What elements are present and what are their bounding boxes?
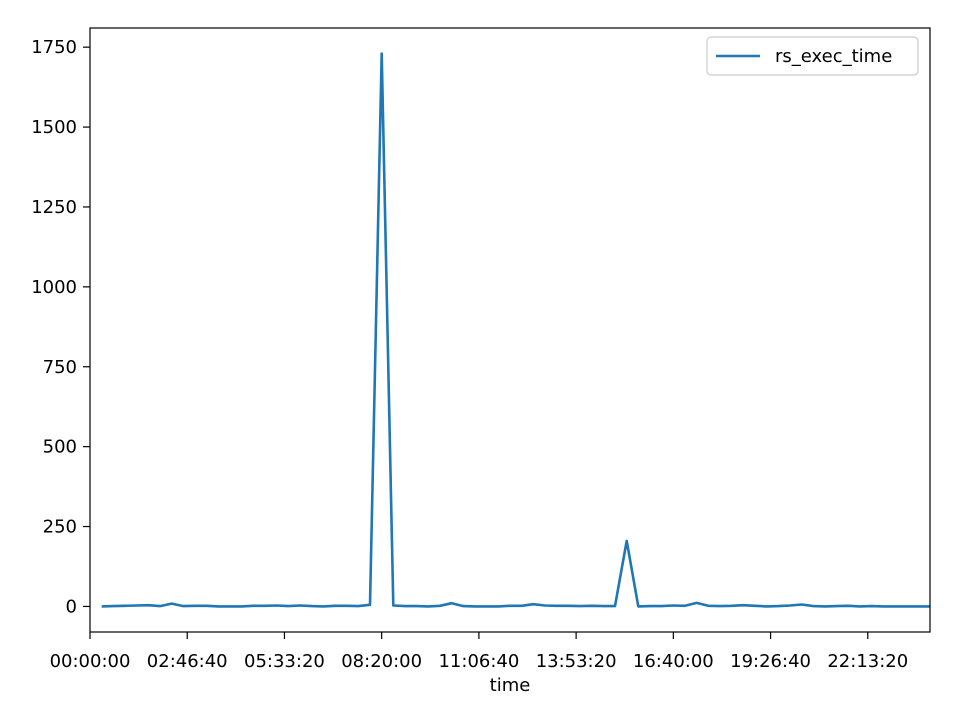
legend: rs_exec_time: [706, 36, 919, 76]
x-tick-label: 16:40:00: [633, 651, 714, 672]
x-tick-label: 05:33:20: [244, 651, 325, 672]
y-tick-label: 0: [66, 596, 77, 617]
x-tick-label: 13:53:20: [536, 651, 617, 672]
y-axis: 0 250 500 750 1000 1250 1500 1750: [31, 37, 90, 617]
legend-box: [706, 36, 919, 76]
y-tick-label: 500: [43, 437, 77, 458]
y-tick-label: 1750: [31, 37, 77, 58]
y-tick-label: 1250: [31, 197, 77, 218]
x-axis-label: time: [490, 675, 531, 696]
x-tick-label: 08:20:00: [341, 651, 422, 672]
y-tick-label: 750: [43, 357, 77, 378]
x-tick-label: 00:00:00: [50, 651, 131, 672]
x-tick-label: 22:13:20: [827, 651, 908, 672]
y-tick-label: 1500: [31, 117, 77, 138]
x-tick-label: 11:06:40: [438, 651, 519, 672]
x-axis: 00:00:00 02:46:40 05:33:20 08:20:00 11:06:40…: [50, 632, 908, 672]
x-tick-label: 19:26:40: [730, 651, 811, 672]
y-tick-label: 250: [43, 517, 77, 538]
x-tick-label: 02:46:40: [147, 651, 228, 672]
series-line-rs_exec_time: [101, 52, 930, 608]
plot-frame: [89, 27, 931, 633]
y-tick-label: 1000: [31, 277, 77, 298]
series-layer: [101, 52, 930, 608]
legend-label: rs_exec_time: [775, 46, 892, 67]
